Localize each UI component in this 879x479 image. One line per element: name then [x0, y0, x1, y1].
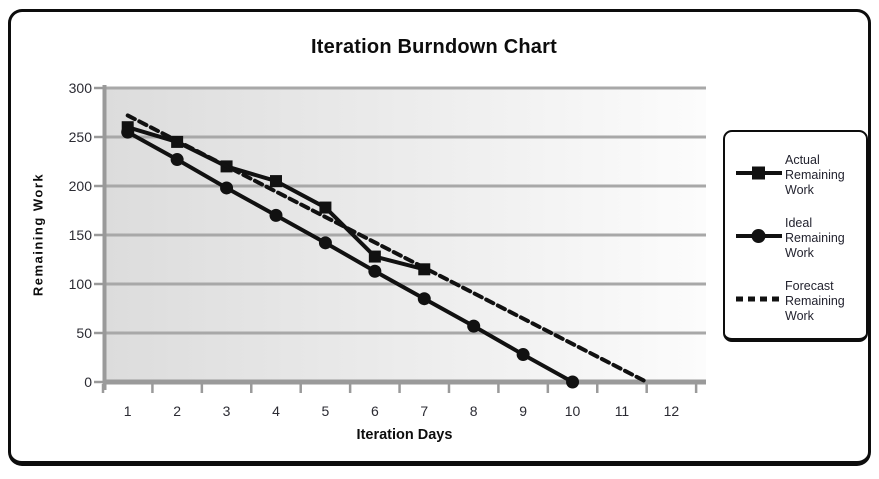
chart-title: Iteration Burndown Chart: [311, 36, 557, 58]
x-tick-label: 9: [519, 403, 527, 419]
y-tick-label: 300: [68, 80, 92, 96]
y-tick-label: 150: [68, 227, 92, 243]
x-tick-label: 6: [370, 403, 379, 419]
x-tick-label: 1: [123, 403, 132, 419]
legend-label: Ideal Remaining Work: [785, 216, 845, 260]
y-tick-label: 250: [68, 129, 92, 145]
y-axis-title: Remaining Work: [30, 172, 46, 297]
x-tick-label: 4: [272, 403, 280, 419]
y-tick-label: 100: [68, 276, 92, 292]
y-tick-label: 200: [68, 178, 92, 194]
legend: Actual Remaining Work Ideal Remaining Wo…: [723, 130, 868, 342]
legend-item-actual: Actual Remaining Work: [735, 153, 860, 198]
y-tick-label: 0: [84, 374, 92, 390]
legend-item-ideal: Ideal Remaining Work: [735, 216, 860, 261]
x-tick-label: 12: [663, 403, 680, 419]
x-tick-label: 10: [564, 403, 581, 419]
dashed-line-icon: [735, 290, 785, 313]
x-tick-label: 2: [173, 403, 182, 419]
square-on-line-icon: [735, 164, 785, 187]
x-tick-label: 11: [614, 403, 630, 419]
legend-item-forecast: Forecast Remaining Work: [735, 279, 860, 324]
x-tick-label: 8: [469, 403, 478, 419]
x-tick-label: 5: [321, 403, 330, 419]
circle-on-line-icon: [735, 227, 785, 250]
x-axis-title: Iteration Days: [356, 427, 453, 443]
y-tick-label: 50: [76, 325, 92, 341]
legend-label: Forecast Remaining Work: [785, 279, 845, 323]
x-tick-label: 3: [222, 403, 231, 419]
legend-label: Actual Remaining Work: [785, 153, 845, 197]
x-tick-label: 7: [420, 403, 429, 419]
